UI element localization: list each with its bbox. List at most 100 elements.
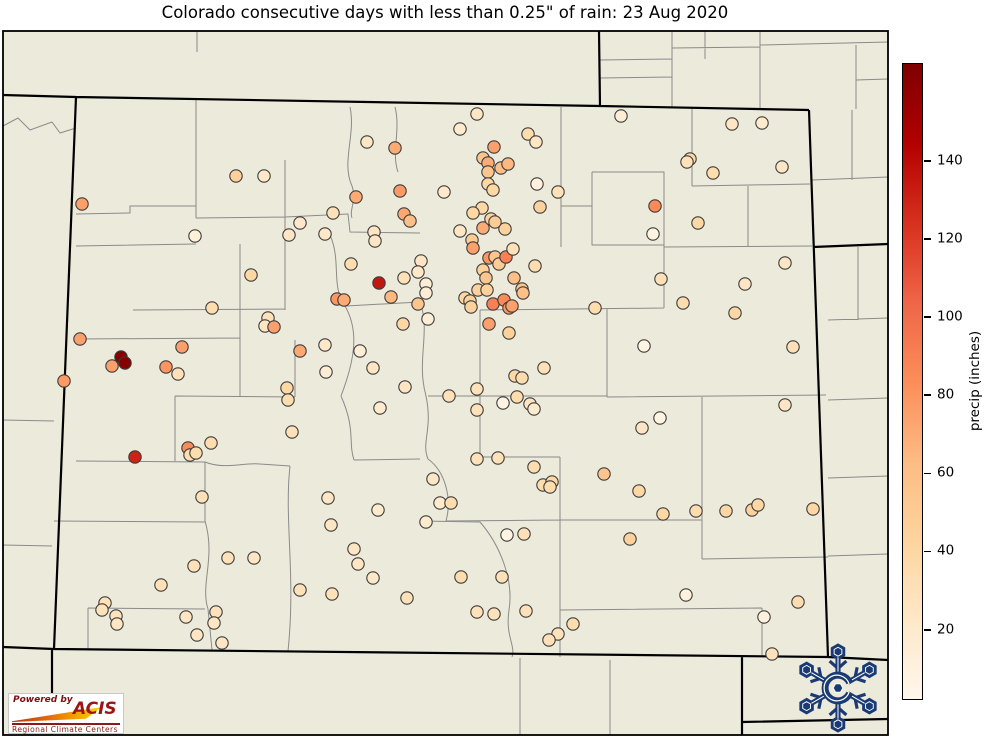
station-dot xyxy=(257,169,271,183)
station-dot xyxy=(566,617,580,631)
station-dot xyxy=(159,360,173,374)
station-dot xyxy=(396,317,410,331)
station-dot xyxy=(337,293,351,307)
station-dot xyxy=(502,326,516,340)
station-dot xyxy=(491,451,505,465)
station-dot xyxy=(637,339,651,353)
station-dot xyxy=(281,393,295,407)
colorbar-tick xyxy=(924,316,931,318)
station-dot xyxy=(487,140,501,154)
station-dot xyxy=(189,446,203,460)
station-dot xyxy=(57,374,71,388)
station-dot xyxy=(487,607,501,621)
station-dot xyxy=(344,257,358,271)
station-dot xyxy=(653,411,667,425)
station-dot xyxy=(806,502,820,516)
station-dot xyxy=(326,206,340,220)
station-dot xyxy=(533,200,547,214)
station-dot xyxy=(324,518,338,532)
station-dot xyxy=(371,503,385,517)
station-dot xyxy=(495,570,509,584)
station-dot xyxy=(496,396,510,410)
acis-tagline-text: Regional Climate Centers xyxy=(12,725,118,734)
station-dot xyxy=(728,306,742,320)
county-borders xyxy=(2,31,889,735)
station-dot xyxy=(648,199,662,213)
colorbar-gradient xyxy=(903,64,922,699)
station-dot xyxy=(347,542,361,556)
station-dot xyxy=(706,166,720,180)
station-dot xyxy=(453,224,467,238)
station-dot xyxy=(521,127,535,141)
station-dot xyxy=(221,551,235,565)
station-dot xyxy=(597,467,611,481)
colorbar-tick-label: 120 xyxy=(937,230,963,247)
station-dot xyxy=(349,190,363,204)
station-dot xyxy=(588,301,602,315)
station-dot xyxy=(366,571,380,585)
station-dot xyxy=(419,286,433,300)
colorbar-tick-label: 60 xyxy=(937,465,955,482)
station-dot xyxy=(470,382,484,396)
station-dot xyxy=(646,227,660,241)
station-dot xyxy=(293,216,307,230)
station-dot xyxy=(118,356,132,370)
colorbar-tick xyxy=(924,159,931,162)
acis-divider xyxy=(12,723,120,725)
station-dot xyxy=(293,344,307,358)
station-dot xyxy=(656,507,670,521)
station-dot xyxy=(529,135,543,149)
station-dot xyxy=(360,135,374,149)
station-dot xyxy=(515,371,529,385)
station-dots xyxy=(57,107,820,661)
station-dot xyxy=(632,484,646,498)
station-dot xyxy=(209,605,223,619)
station-dot xyxy=(373,401,387,415)
station-dot xyxy=(128,450,142,464)
station-dot xyxy=(421,312,435,326)
station-dot xyxy=(419,515,433,529)
station-dot xyxy=(393,184,407,198)
station-dot xyxy=(778,256,792,270)
station-dot xyxy=(466,206,480,220)
map-land-background xyxy=(3,31,888,735)
station-dot xyxy=(190,628,204,642)
colorbar-tick-label: 40 xyxy=(937,543,955,560)
station-dot xyxy=(542,633,556,647)
station-dot xyxy=(528,259,542,273)
station-dot xyxy=(755,116,769,130)
station-dot xyxy=(205,301,219,315)
station-dot xyxy=(444,496,458,510)
station-dot xyxy=(689,504,703,518)
station-dot xyxy=(319,365,333,379)
station-dot xyxy=(543,480,557,494)
station-dot xyxy=(400,591,414,605)
station-dot xyxy=(73,332,87,346)
station-dot xyxy=(267,320,281,334)
station-dot xyxy=(498,222,512,236)
station-dot xyxy=(725,117,739,131)
acis-name-text: ACIS xyxy=(73,699,117,719)
station-dot xyxy=(635,421,649,435)
station-dot xyxy=(470,452,484,466)
colorbar-tick xyxy=(924,472,931,475)
station-dot xyxy=(470,403,484,417)
station-dot xyxy=(321,491,335,505)
station-dot xyxy=(207,616,221,630)
station-dot xyxy=(751,498,765,512)
station-dot xyxy=(171,367,185,381)
station-dot xyxy=(680,155,694,169)
station-dot xyxy=(318,338,332,352)
colorbar-tick-label: 140 xyxy=(937,152,963,169)
station-dot xyxy=(282,228,296,242)
station-dot xyxy=(353,344,367,358)
station-dot xyxy=(398,380,412,394)
colorbar-tick xyxy=(924,238,931,240)
station-dot xyxy=(188,229,202,243)
snowflake-c-ring-inner xyxy=(823,674,850,702)
station-dot xyxy=(517,527,531,541)
station-dot xyxy=(486,183,500,197)
station-dot xyxy=(437,185,451,199)
station-dot xyxy=(293,583,307,597)
